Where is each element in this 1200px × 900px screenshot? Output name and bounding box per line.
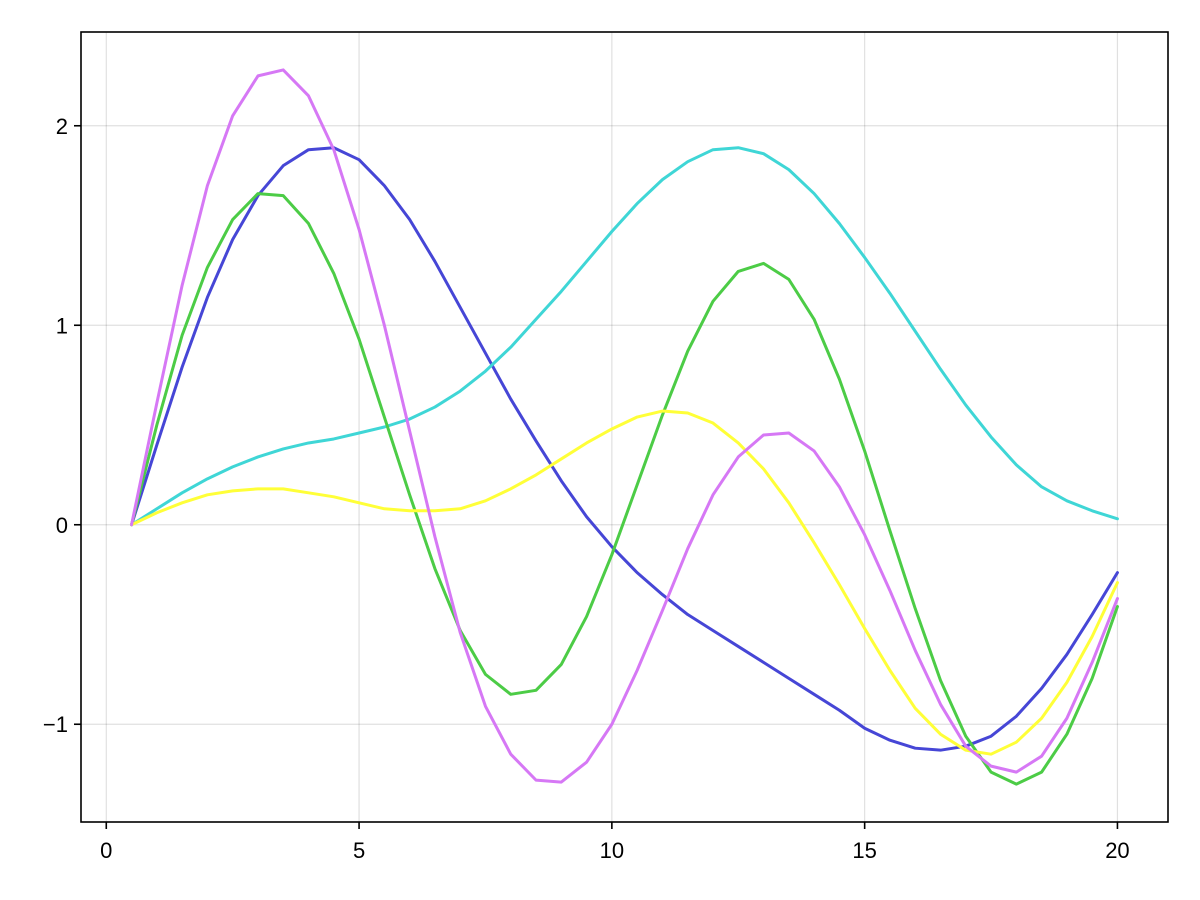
x-tick-label: 0 (100, 838, 112, 863)
series-line-3 (130, 192, 1119, 786)
y-tick-label: −1 (43, 712, 68, 737)
y-tick-label: 1 (56, 313, 68, 338)
plot-frame (80, 31, 1169, 823)
x-tick-label: 10 (600, 838, 624, 863)
x-tick-label: 15 (852, 838, 876, 863)
y-tick-label: 2 (56, 114, 68, 139)
series-line-4 (130, 409, 1119, 756)
x-tick-label: 5 (353, 838, 365, 863)
series-line-5 (130, 68, 1119, 784)
y-tick-label: 0 (56, 513, 68, 538)
series-lines (130, 68, 1119, 786)
grid-lines (81, 32, 1168, 822)
x-tick-label: 20 (1105, 838, 1129, 863)
series-line-2 (130, 146, 1119, 527)
series-line-1 (130, 146, 1119, 752)
axis-ticks: 0 5 10 15 20 −1 0 1 2 (43, 114, 1130, 863)
